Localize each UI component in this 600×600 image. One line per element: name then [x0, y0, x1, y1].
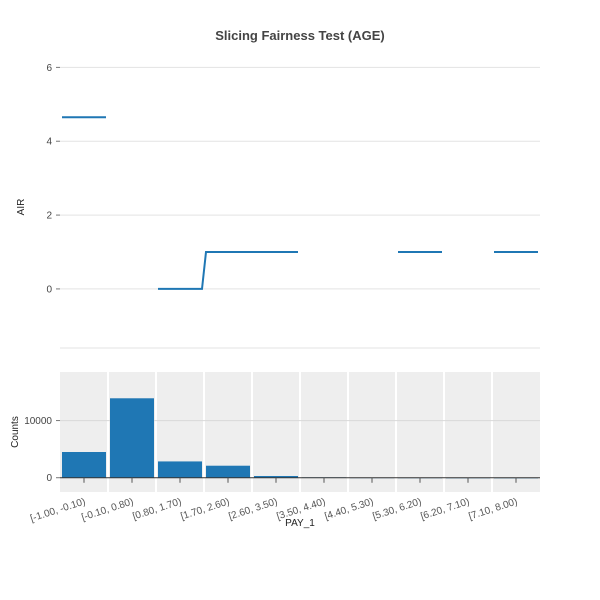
air-tick-label: 2	[46, 211, 52, 222]
air-y-ticks: 0 2 4 6	[46, 63, 60, 295]
air-tick-label: 6	[46, 63, 52, 74]
air-lines	[62, 116, 538, 290]
air-series-line	[158, 251, 298, 290]
counts-y-ticks: 0 10000	[24, 416, 60, 484]
air-y-axis-label: AIR	[16, 199, 27, 216]
count-bar	[206, 465, 250, 478]
count-bar	[254, 476, 298, 478]
category-tick-label: [-0.10, 0.80)	[80, 496, 135, 523]
air-tick-label: 4	[46, 137, 52, 148]
category-tick-label: [5.30, 6.20)	[371, 496, 423, 522]
category-tick-label: [1.70, 2.60)	[179, 496, 231, 522]
counts-bar-plot: 0 10000 [-1.00, -0.10)[-0.10, 0.80)[0.80,…	[10, 372, 540, 529]
count-bar	[158, 461, 202, 478]
counts-tick-label: 0	[46, 473, 52, 484]
counts-y-axis-label: Counts	[10, 416, 21, 448]
pay-1-x-axis-label: PAY_1	[285, 518, 315, 529]
category-tick-label: [-1.00, -0.10)	[29, 496, 87, 524]
category-tick-label: [4.40, 5.30)	[323, 496, 375, 522]
category-tick-label: [0.80, 1.70)	[131, 496, 183, 522]
air-grid	[60, 66, 540, 349]
category-tick-label: [7.10, 8.00)	[467, 496, 519, 522]
chart-title: Slicing Fairness Test (AGE)	[215, 28, 385, 43]
count-bar	[110, 398, 154, 478]
counts-tick-label: 10000	[24, 416, 52, 427]
counts-bars	[60, 398, 540, 479]
category-tick-label: [2.60, 3.50)	[227, 496, 279, 522]
category-tick-label: [6.20, 7.10)	[419, 496, 471, 522]
count-bar	[62, 452, 106, 478]
air-tick-label: 0	[46, 284, 52, 295]
air-line-plot: 0 2 4 6 AIR	[16, 63, 540, 349]
